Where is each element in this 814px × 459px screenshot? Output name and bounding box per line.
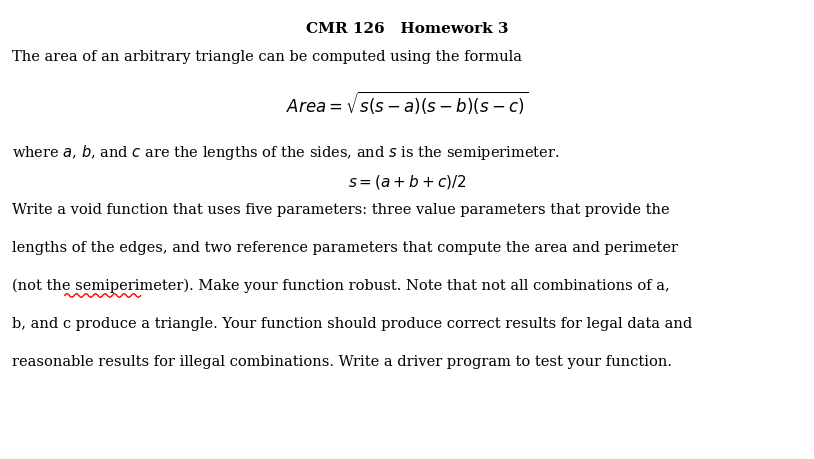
Text: reasonable results for illegal combinations. Write a driver program to test your: reasonable results for illegal combinati… [12, 354, 672, 368]
Text: $\mathit{s} = (\mathit{a} + \mathit{b} + \mathit{c})/2$: $\mathit{s} = (\mathit{a} + \mathit{b} +… [348, 173, 466, 190]
Text: lengths of the edges, and two reference parameters that compute the area and per: lengths of the edges, and two reference … [12, 241, 678, 254]
Text: b, and c produce a triangle. Your function should produce correct results for le: b, and c produce a triangle. Your functi… [12, 316, 692, 330]
Text: where $\mathit{a}$, $\mathit{b}$, and $\mathit{c}$ are the lengths of the sides,: where $\mathit{a}$, $\mathit{b}$, and $\… [12, 143, 560, 162]
Text: The area of an arbitrary triangle can be computed using the formula: The area of an arbitrary triangle can be… [12, 50, 522, 64]
Text: (not the semiperimeter). Make your function robust. Note that not all combinatio: (not the semiperimeter). Make your funct… [12, 279, 670, 293]
Text: Write a void function that uses five parameters: three value parameters that pro: Write a void function that uses five par… [12, 202, 670, 217]
Text: CMR 126   Homework 3: CMR 126 Homework 3 [306, 22, 508, 36]
Text: $\mathit{Area} = \sqrt{s(s-a)(s-b)(s-c)}$: $\mathit{Area} = \sqrt{s(s-a)(s-b)(s-c)}… [286, 90, 528, 117]
